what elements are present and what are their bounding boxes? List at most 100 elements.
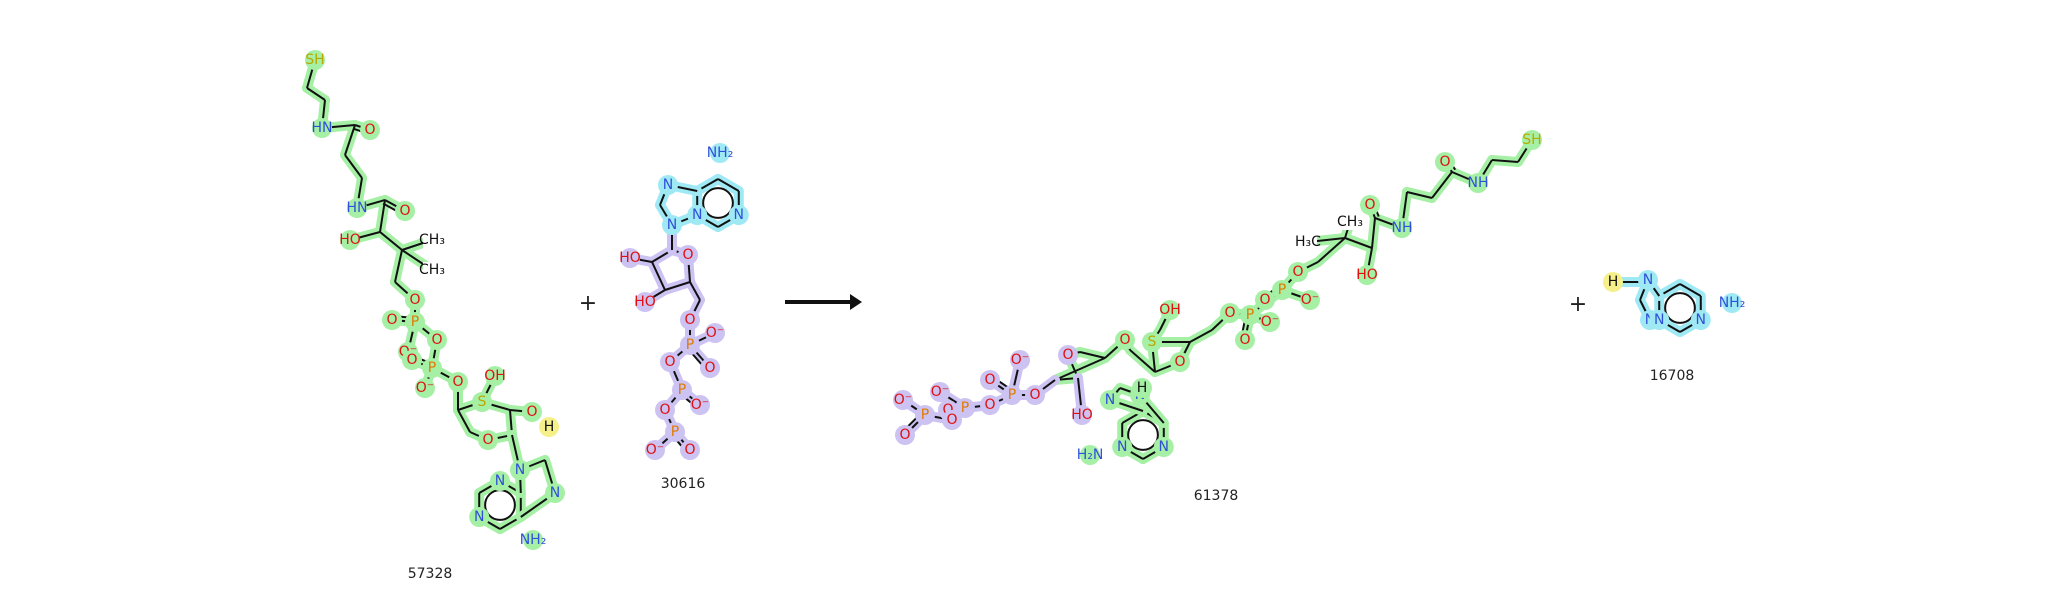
atom-label-sh: SH [1522, 132, 1541, 148]
atom-label-n: N [1105, 392, 1115, 408]
atom-label-o_minus: O⁻ [894, 392, 912, 408]
atom-highlight [1468, 173, 1488, 193]
atom-label-n: N [1159, 439, 1169, 455]
atom-highlight [700, 358, 720, 378]
atom-highlight [893, 390, 913, 410]
atom-highlight [1690, 310, 1711, 330]
atom-highlight [1100, 390, 1120, 410]
atom-label-n: N [1696, 312, 1706, 328]
atom-label-n: N [1654, 312, 1664, 328]
atom-highlight [930, 382, 950, 402]
atom-highlight [1357, 265, 1377, 285]
atom-label-o: O [659, 402, 670, 418]
molecule-57328-id-label: 57328 [408, 566, 453, 582]
atom-label-o: O [682, 247, 693, 263]
atom-highlight [1300, 290, 1320, 310]
atom-highlight [1288, 262, 1308, 282]
atom-label-o: O [899, 427, 910, 443]
atom-label-o: O [1259, 292, 1270, 308]
atom-label-p: P [1278, 282, 1286, 298]
atom-highlight [1260, 312, 1280, 332]
atom-backdrop [1299, 234, 1317, 250]
atom-label-o: O [406, 352, 417, 368]
atom-highlight [1080, 445, 1100, 465]
atom-highlight [427, 330, 447, 350]
atom-label-o_minus: O⁻ [691, 397, 709, 413]
atom-label-o: O [684, 442, 695, 458]
atom-highlight [1638, 270, 1658, 290]
atom-label-n: N [663, 177, 673, 193]
atom-highlight [478, 430, 498, 450]
atom-label-p: P [1008, 387, 1016, 403]
atom-backdrop [423, 262, 441, 278]
atom-highlight [655, 400, 675, 420]
atom-highlight [1153, 437, 1174, 457]
atom-label-o_minus: O⁻ [646, 442, 664, 458]
molecule-30616-id-label: 30616 [661, 476, 706, 492]
atom-highlight [1132, 378, 1152, 398]
atom-highlight [1649, 310, 1670, 330]
atom-highlight [635, 292, 655, 312]
atom-label-hn: HN [312, 120, 333, 136]
atom-highlight [980, 395, 1000, 415]
atom-label-ho: HO [1071, 407, 1093, 423]
atom-label-o: O [704, 360, 715, 376]
plus-sign-1: + [579, 291, 597, 316]
bond [344, 154, 363, 179]
atom-label-sh: SH [305, 52, 324, 68]
atom-highlight [305, 50, 325, 70]
atom-highlight [1025, 385, 1045, 405]
atom-label-o: O [1224, 305, 1235, 321]
atom-highlight [422, 358, 442, 378]
bond [651, 261, 666, 291]
atom-highlight [382, 310, 402, 330]
atom-label-n: N [1117, 439, 1127, 455]
atom-label-ho: HO [339, 232, 361, 248]
atom-highlight [1160, 300, 1180, 320]
bond [689, 281, 701, 301]
atom-highlight [645, 440, 665, 460]
atom-label-n: N [515, 462, 525, 478]
atom-highlight [680, 335, 700, 355]
atom-label-o: O [984, 397, 995, 413]
atom-highlight [1360, 195, 1380, 215]
atom-highlight [678, 245, 698, 265]
atom-label-p: P [678, 382, 686, 398]
atom-highlight [405, 290, 425, 310]
atom-highlight [312, 118, 332, 138]
bond [1491, 159, 1519, 163]
atom-highlight [340, 230, 360, 250]
atom-label-oh: OH [1159, 302, 1181, 318]
atom-highlight [705, 323, 725, 343]
atom-label-nh2: NH₂ [707, 145, 734, 161]
atom-label-p: P [1246, 307, 1254, 323]
aromatic-ring [1664, 292, 1696, 324]
atom-highlight [1522, 130, 1542, 150]
atom-label-o: O [1292, 264, 1303, 280]
atom-label-o: O [1364, 197, 1375, 213]
atom-highlight [405, 312, 425, 332]
atom-label-o: O [452, 374, 463, 390]
atom-label-p: P [686, 337, 694, 353]
atom-highlight [1235, 330, 1255, 350]
atom-highlight [1002, 385, 1022, 405]
bond [1054, 357, 1106, 381]
bond [306, 87, 326, 101]
atom-label-n: N [692, 207, 702, 223]
bond [344, 124, 356, 156]
atom-highlight [510, 460, 530, 480]
molecule-16708-id-label: 16708 [1650, 368, 1695, 384]
atom-label-o: O [386, 312, 397, 328]
atom-label-o: O [1174, 354, 1185, 370]
bond [379, 199, 386, 233]
aromatic-ring [484, 489, 516, 521]
atom-label-p: P [428, 360, 436, 376]
atom-label-o_minus: O⁻ [931, 384, 949, 400]
atom-label-hn: HN [347, 200, 368, 216]
atom-highlight [658, 175, 678, 195]
bond [379, 231, 403, 251]
atom-label-o_minus: O⁻ [706, 325, 724, 341]
